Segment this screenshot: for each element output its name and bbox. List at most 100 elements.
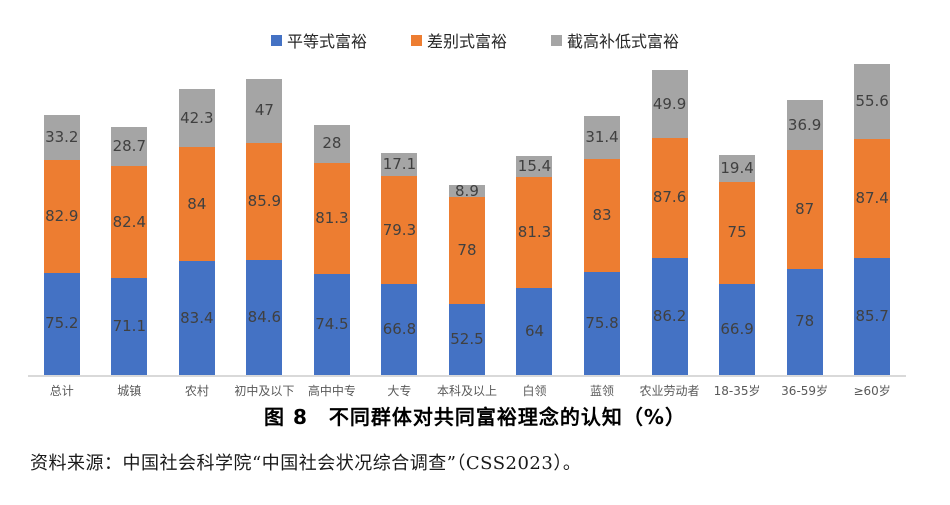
category-label: 高中中专 bbox=[307, 384, 356, 398]
bar-segment: 82.4 bbox=[111, 166, 148, 279]
data-label: 75.2 bbox=[45, 314, 79, 333]
bar-column: 75.8 83 31.4 bbox=[568, 116, 636, 375]
legend-swatch-icon bbox=[270, 34, 282, 46]
bar-segment: 49.9 bbox=[651, 70, 688, 139]
bar-segment: 82.9 bbox=[43, 159, 80, 273]
bar-segment: 79.3 bbox=[381, 176, 418, 284]
bar-segment: 52.5 bbox=[448, 303, 485, 375]
bar-segment: 19.4 bbox=[719, 155, 756, 182]
category-label: 蓝领 bbox=[590, 384, 615, 398]
legend-label: 截高补低式富裕 bbox=[567, 32, 680, 51]
legend: 平等式富裕 差别式富裕 截高补低式富裕 bbox=[0, 28, 950, 52]
category-label: 城镇 bbox=[117, 384, 142, 398]
data-label: 74.5 bbox=[315, 314, 349, 333]
bar-column: 78 87 36.9 bbox=[771, 100, 839, 375]
bar-column: 85.7 87.4 55.6 bbox=[838, 63, 906, 375]
category-label: 总计 bbox=[49, 384, 74, 398]
bar-segment: 36.9 bbox=[786, 100, 823, 151]
category-label: 白领 bbox=[522, 384, 547, 398]
data-label: 87 bbox=[795, 200, 815, 219]
bar-segment: 85.9 bbox=[246, 142, 283, 260]
data-label: 15.4 bbox=[517, 157, 552, 176]
stacked-bar: 83.4 84 42.3 bbox=[178, 89, 215, 375]
data-label: 47 bbox=[254, 101, 274, 120]
category-label: 初中及以下 bbox=[234, 384, 295, 398]
legend-swatch-icon bbox=[551, 34, 562, 46]
bar-segment: 78 bbox=[448, 197, 485, 304]
bar-segment: 17.1 bbox=[381, 152, 418, 176]
legend-item-series-2: 差别式富裕 bbox=[410, 28, 507, 52]
data-label: 75 bbox=[727, 223, 747, 242]
data-label: 85.9 bbox=[247, 191, 282, 210]
data-label: 8.9 bbox=[455, 181, 479, 200]
bar-segment: 81.3 bbox=[313, 162, 350, 274]
data-label: 33.2 bbox=[45, 127, 79, 146]
data-label: 85.7 bbox=[855, 307, 889, 326]
data-label: 78 bbox=[795, 312, 815, 331]
data-label: 87.4 bbox=[855, 189, 889, 208]
stacked-bar: 85.7 87.4 55.6 bbox=[854, 63, 891, 375]
data-label: 81.3 bbox=[517, 223, 552, 242]
x-axis-labels: 总计 城镇 农村 初中及以下 高中中专 大专 本科及以上 白领 蓝领 农业劳动者 18-35岁 36-… bbox=[28, 377, 906, 399]
bar-column: 84.6 85.9 47 bbox=[231, 78, 299, 375]
bar-segment: 87.4 bbox=[854, 139, 891, 259]
stacked-bar: 64 81.3 15.4 bbox=[516, 156, 553, 375]
category-label: 本科及以上 bbox=[436, 384, 497, 398]
data-label: 49.9 bbox=[652, 94, 687, 113]
data-label: 75.8 bbox=[585, 313, 619, 332]
bar-column: 74.5 81.3 28 bbox=[298, 124, 366, 375]
bar-column: 66.8 79.3 17.1 bbox=[366, 152, 434, 375]
bar-segment: 87 bbox=[786, 150, 823, 269]
legend-item-series-1: 平等式富裕 bbox=[270, 28, 367, 52]
bar-segment: 75 bbox=[719, 181, 756, 284]
data-label: 36.9 bbox=[787, 115, 822, 134]
source-note: 资料来源：中国社会科学院“中国社会状况综合调查”（CSS2023）。 bbox=[30, 453, 582, 474]
legend-label: 差别式富裕 bbox=[426, 32, 507, 51]
bar-column: 75.2 82.9 33.2 bbox=[28, 114, 96, 375]
stacked-bar: 66.9 75 19.4 bbox=[719, 155, 756, 375]
bar-segment: 47 bbox=[246, 78, 283, 143]
plot-wrap: 75.2 82.9 33.2 71.1 82.4 28.7 83.4 84 42.3 84.6 85… bbox=[28, 55, 906, 399]
data-label: 64 bbox=[524, 321, 545, 340]
bar-segment: 84.6 bbox=[246, 259, 283, 375]
data-label: 86.2 bbox=[652, 306, 687, 325]
bar-segment: 33.2 bbox=[43, 114, 80, 160]
data-label: 84 bbox=[187, 194, 207, 213]
bar-segment: 74.5 bbox=[313, 273, 350, 375]
bar-segment: 83.4 bbox=[178, 261, 215, 375]
stacked-bar: 75.8 83 31.4 bbox=[584, 116, 621, 375]
chart-title: 图 8 不同群体对共同富裕理念的认知（%） bbox=[264, 405, 686, 429]
data-label: 71.1 bbox=[112, 317, 146, 336]
category-label: 大专 bbox=[387, 384, 412, 398]
plot-area: 75.2 82.9 33.2 71.1 82.4 28.7 83.4 84 42.3 84.6 85… bbox=[28, 55, 906, 377]
legend-label: 平等式富裕 bbox=[286, 32, 367, 51]
data-label: 83 bbox=[592, 205, 612, 224]
bar-segment: 66.9 bbox=[719, 283, 756, 375]
legend-item-series-3: 截高补低式富裕 bbox=[551, 28, 679, 52]
data-label: 82.4 bbox=[112, 212, 146, 231]
bar-segment: 85.7 bbox=[854, 258, 891, 375]
bar-column: 52.5 78 8.9 bbox=[433, 181, 501, 375]
data-label: 66.9 bbox=[720, 319, 754, 338]
category-label: ≥60岁 bbox=[853, 384, 891, 398]
stacked-bar: 86.2 87.6 49.9 bbox=[651, 70, 688, 375]
data-label: 28 bbox=[322, 134, 342, 153]
data-label: 84.6 bbox=[247, 307, 282, 326]
stacked-bar: 71.1 82.4 28.7 bbox=[111, 126, 148, 375]
category-label: 36-59岁 bbox=[781, 384, 829, 398]
stacked-bar: 84.6 85.9 47 bbox=[246, 78, 283, 375]
bar-segment: 78 bbox=[786, 268, 823, 375]
bar-segment: 83 bbox=[584, 158, 621, 272]
stacked-bar: 74.5 81.3 28 bbox=[313, 124, 350, 375]
bar-column: 66.9 75 19.4 bbox=[703, 155, 771, 375]
bar-column: 86.2 87.6 49.9 bbox=[636, 70, 704, 375]
data-label: 82.9 bbox=[45, 206, 79, 225]
category-label: 18-35岁 bbox=[713, 384, 761, 398]
bar-segment: 66.8 bbox=[381, 284, 418, 375]
bar-segment: 75.8 bbox=[584, 271, 621, 375]
data-label: 42.3 bbox=[180, 108, 214, 127]
bar-segment: 55.6 bbox=[854, 63, 891, 140]
legend-swatch-icon bbox=[410, 34, 422, 46]
data-label: 81.3 bbox=[315, 208, 349, 227]
